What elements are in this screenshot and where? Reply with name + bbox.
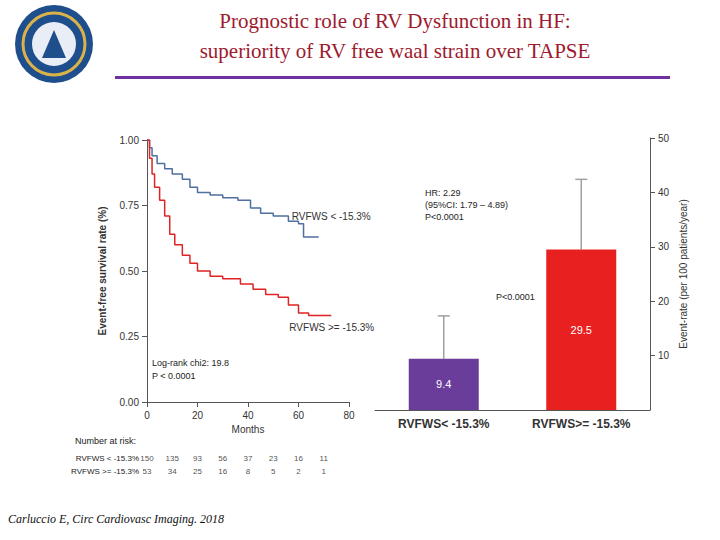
svg-text:9.4: 9.4: [436, 378, 451, 390]
svg-text:Event-free survival rate (%): Event-free survival rate (%): [97, 207, 108, 336]
svg-text:Months: Months: [232, 424, 265, 435]
svg-text:23: 23: [269, 454, 278, 463]
svg-text:11: 11: [320, 454, 329, 463]
svg-text:20: 20: [658, 296, 670, 307]
svg-text:RVFWS < -15.3%: RVFWS < -15.3%: [292, 211, 371, 222]
html-text:superiority of RV free waal st: superiority of RV free waal strain over …: [199, 39, 591, 63]
svg-text:RVFWS< -15.3%: RVFWS< -15.3%: [398, 417, 490, 431]
svg-text:34: 34: [168, 467, 177, 476]
svg-text:RVFWS >= -15.3%: RVFWS >= -15.3%: [289, 322, 374, 333]
svg-text:40: 40: [658, 187, 670, 198]
svg-text:Number at risk:: Number at risk:: [75, 436, 136, 446]
svg-text:30: 30: [658, 241, 670, 252]
svg-text:P<0.0001: P<0.0001: [425, 212, 464, 222]
svg-text:16: 16: [218, 467, 227, 476]
svg-text:135: 135: [166, 454, 180, 463]
svg-text:53: 53: [143, 467, 152, 476]
svg-text:50: 50: [658, 133, 670, 144]
svg-text:56: 56: [218, 454, 227, 463]
html-text:Carluccio E, Circ Cardiovasc I: Carluccio E, Circ Cardiovasc Imaging. 20…: [8, 512, 225, 526]
svg-text:(95%CI: 1.79 – 4.89): (95%CI: 1.79 – 4.89): [425, 200, 508, 210]
svg-text:Log-rank chi2: 19.8: Log-rank chi2: 19.8: [152, 358, 229, 368]
svg-text:20: 20: [192, 410, 204, 421]
svg-text:0: 0: [144, 410, 150, 421]
svg-text:1: 1: [322, 467, 327, 476]
svg-text:RVFWS < -15.3%: RVFWS < -15.3%: [76, 454, 139, 463]
html-text:Prognostic role of RV Dysfunct: Prognostic role of RV Dysfunction in HF:: [219, 9, 571, 33]
svg-text:2: 2: [296, 467, 301, 476]
svg-text:93: 93: [193, 454, 202, 463]
svg-text:37: 37: [244, 454, 253, 463]
svg-text:HR: 2.29: HR: 2.29: [425, 188, 461, 198]
svg-text:29.5: 29.5: [571, 324, 592, 336]
svg-text:40: 40: [242, 410, 254, 421]
svg-text:RVFWS >= -15.3%: RVFWS >= -15.3%: [71, 467, 139, 476]
svg-text:80: 80: [343, 410, 355, 421]
svg-text:1.00: 1.00: [120, 135, 140, 146]
svg-text:0.25: 0.25: [120, 331, 140, 342]
svg-text:60: 60: [293, 410, 305, 421]
svg-text:Event-rate (per 100 patients/y: Event-rate (per 100 patients/year): [678, 199, 689, 349]
svg-text:5: 5: [271, 467, 276, 476]
svg-text:16: 16: [294, 454, 303, 463]
svg-text:150: 150: [140, 454, 154, 463]
svg-text:25: 25: [193, 467, 202, 476]
svg-text:0.75: 0.75: [120, 200, 140, 211]
svg-text:RVFWS>= -15.3%: RVFWS>= -15.3%: [532, 417, 631, 431]
svg-text:0.50: 0.50: [120, 266, 140, 277]
svg-text:8: 8: [246, 467, 251, 476]
svg-text:P<0.0001: P<0.0001: [496, 292, 535, 302]
svg-text:0.00: 0.00: [120, 397, 140, 408]
svg-text:P < 0.0001: P < 0.0001: [152, 371, 196, 381]
svg-text:10: 10: [658, 350, 670, 361]
